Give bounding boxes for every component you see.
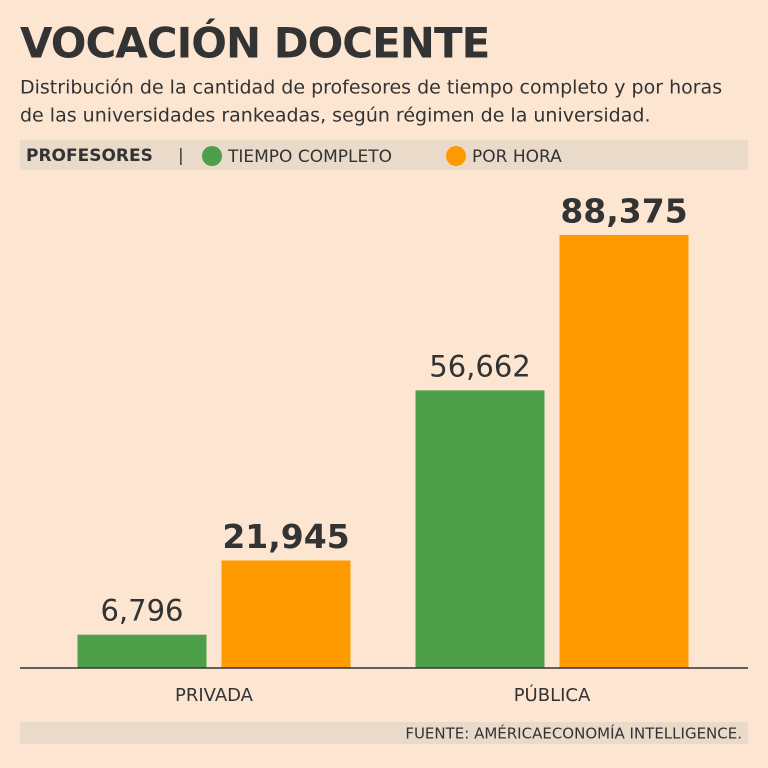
value-label: 88,375	[560, 191, 687, 230]
legend-separator: |	[178, 146, 184, 166]
chart-title: VOCACIÓN DOCENTE	[20, 18, 489, 68]
value-label: 6,796	[100, 594, 183, 628]
x-tick-label: PRIVADA	[175, 685, 254, 706]
subtitle: Distribución de la cantidad de profesore…	[20, 77, 722, 99]
x-tick-label: PÚBLICA	[514, 684, 591, 706]
legend-label: POR HORA	[472, 147, 562, 167]
bar	[77, 634, 207, 668]
bar	[221, 560, 351, 668]
source: FUENTE: AMÉRICAECONOMÍA INTELLIGENCE.	[405, 724, 742, 743]
source-band	[20, 722, 748, 744]
bar	[415, 390, 545, 668]
value-label: 56,662	[429, 349, 530, 383]
legend-swatch	[202, 146, 222, 166]
subtitle: de las universidades rankeadas, según ré…	[20, 105, 650, 127]
legend-title: PROFESORES	[26, 146, 153, 166]
legend-label: TIEMPO COMPLETO	[227, 147, 392, 167]
legend-band	[20, 140, 748, 170]
value-label: 21,945	[222, 517, 349, 556]
legend-swatch	[446, 146, 466, 166]
bar	[559, 234, 689, 668]
